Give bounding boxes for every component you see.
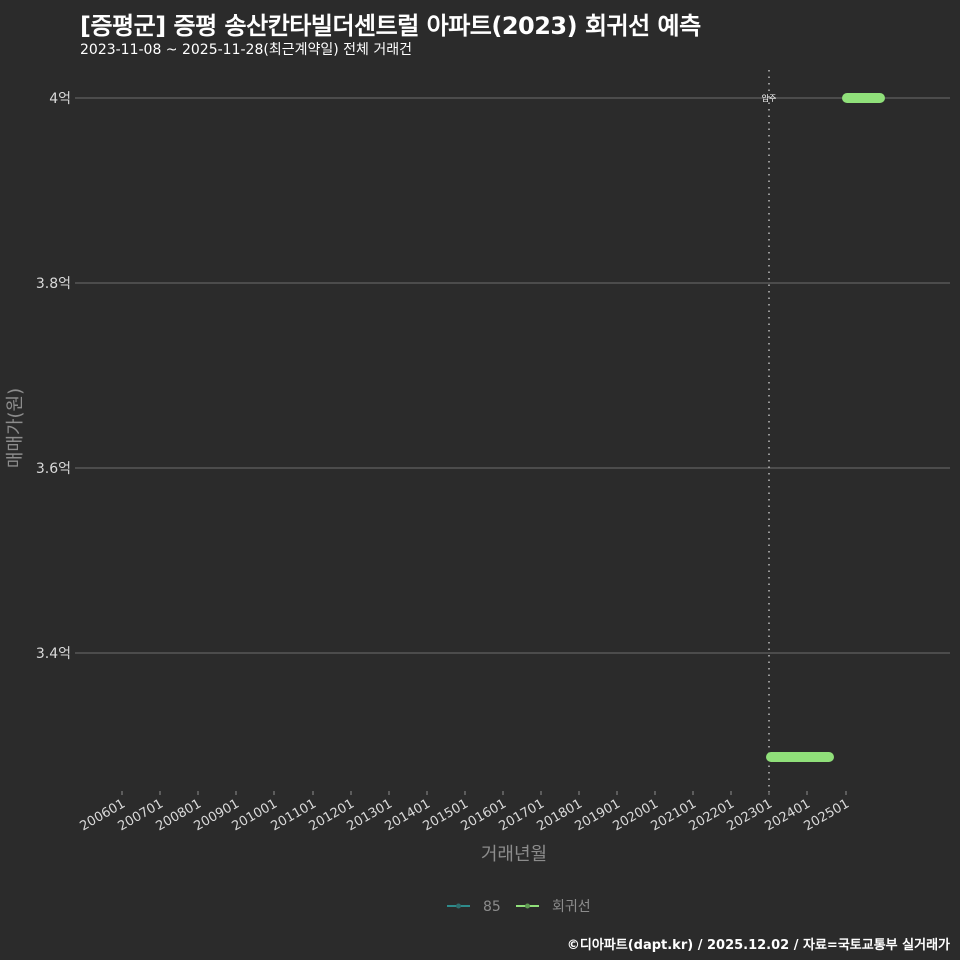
chart-title: [증평군] 증평 송산칸타빌더센트럴 아파트(2023) 회귀선 예측: [80, 12, 701, 40]
y-label-3-6: 3.6억: [36, 461, 71, 477]
legend-regression-dot-icon: [525, 903, 530, 909]
y-label-4: 4억: [49, 91, 71, 107]
chart-subtitle: 2023-11-08 ~ 2025-11-28(최근계약일) 전체 거래건: [80, 42, 412, 58]
gridlines: [78, 97, 950, 654]
y-ticks: [75, 97, 78, 654]
x-axis-title: 거래년월: [481, 844, 547, 865]
x-label: 202501: [802, 796, 852, 834]
y-axis-title: 매매가(원): [5, 388, 26, 468]
move-in-label: 입주: [762, 94, 777, 103]
x-tick-labels: 200601 200701 200801 200901 201001 20110…: [78, 796, 852, 834]
legend-regression-label: 회귀선: [552, 899, 591, 915]
y-label-3-8: 3.8억: [36, 276, 71, 292]
source-caption: ©디아파트(dapt.kr) / 2025.12.02 / 자료=국토교통부 실…: [566, 938, 950, 953]
legend: 85 회귀선: [447, 899, 591, 915]
y-label-3-4: 3.4억: [36, 646, 71, 662]
legend-85-dot-icon: [456, 903, 461, 909]
x-ticks: [121, 791, 847, 795]
legend-85-label: 85: [483, 899, 501, 915]
